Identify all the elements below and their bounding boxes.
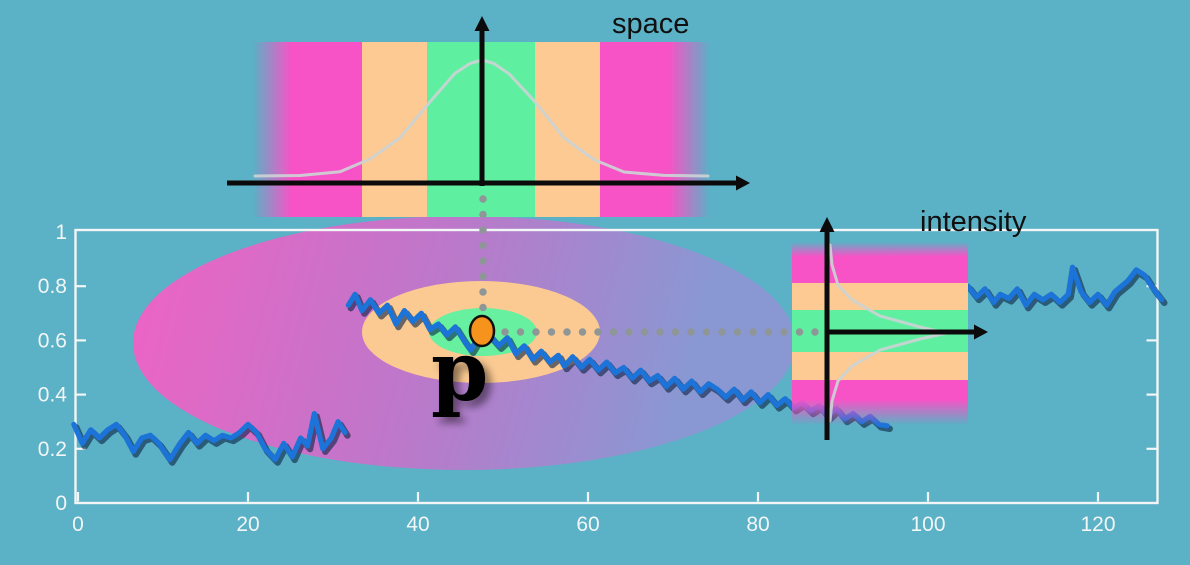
y-tick-label: 0.8 (38, 275, 67, 298)
y-tick-label: 0.2 (38, 438, 67, 461)
noisy-signal-right-high-segment-shadow (967, 267, 1168, 312)
x-tick-label: 20 (236, 513, 259, 536)
y-tick-label: 0.6 (38, 329, 67, 352)
axis-ticks-and-labels: 0 0.2 0.4 0.6 0.8 1 0 20 40 60 80 100 120 (38, 221, 1157, 536)
intensity-kernel (792, 217, 988, 440)
space-y-axis-arrowhead (474, 16, 490, 31)
plot-frame (74, 228, 1159, 505)
noisy-signal-right-high-segment (965, 264, 1165, 308)
space-x-axis-arrowhead (736, 175, 750, 191)
y-tick-label: 0 (55, 492, 67, 515)
noisy-signal-left-low-segment (71, 411, 348, 463)
intensity-x-axis-arrowhead (974, 324, 988, 340)
space-kernel-title: space (612, 8, 689, 40)
x-tick-label: 100 (910, 513, 945, 536)
intensity-kernel-title: intensity (920, 206, 1027, 238)
intensity-y-axis-arrowhead (819, 217, 835, 232)
space-kernel (227, 16, 750, 217)
x-tick-label: 0 (72, 513, 84, 536)
x-tick-label: 80 (746, 513, 769, 536)
y-tick-label: 0.4 (38, 384, 68, 407)
x-tick-label: 120 (1080, 513, 1115, 536)
x-tick-label: 60 (576, 513, 599, 536)
x-tick-label: 40 (406, 513, 429, 536)
y-tick-label: 1 (55, 221, 67, 244)
point-p-marker (468, 314, 496, 348)
